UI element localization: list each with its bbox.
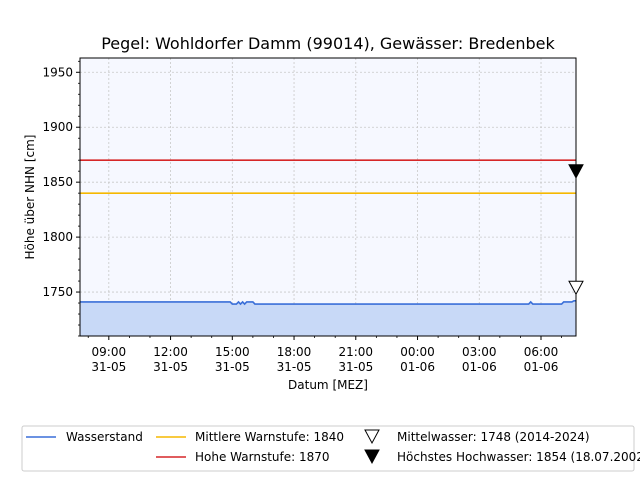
x-tick-time: 18:00 (277, 345, 312, 359)
y-axis-label: Höhe über NHN [cm] (23, 135, 37, 260)
x-tick-date: 31-05 (153, 360, 188, 374)
y-tick-label: 1900 (42, 120, 73, 134)
series-area-wasserstand (80, 300, 576, 336)
y-tick-label: 1750 (42, 285, 73, 299)
reference-lines (80, 159, 576, 194)
x-tick-date: 01-06 (524, 360, 559, 374)
y-axis: 1750 1800 1850 1900 1950 (42, 60, 80, 337)
marker-mittelwasser (568, 280, 584, 296)
marker-hoechstes-hochwasser (568, 164, 584, 179)
x-axis: 09:0031-0512:0031-0515:0031-0518:0031-05… (87, 336, 562, 374)
plot-frame (79, 57, 577, 337)
x-tick-date: 31-05 (91, 360, 126, 374)
y-tick-label: 1850 (42, 175, 73, 189)
legend-label-wasserstand: Wasserstand (66, 430, 143, 444)
y-tick-label: 1800 (42, 230, 73, 244)
x-tick-time: 15:00 (215, 345, 250, 359)
legend-label-hohe-warnstufe: Hohe Warnstufe: 1870 (195, 450, 330, 464)
x-axis-label: Datum [MEZ] (288, 378, 368, 392)
x-tick-date: 01-06 (462, 360, 497, 374)
x-tick-time: 21:00 (338, 345, 373, 359)
x-tick-time: 00:00 (400, 345, 435, 359)
chart-title: Pegel: Wohldorfer Damm (99014), Gewässer… (101, 34, 555, 53)
x-tick-time: 03:00 (462, 345, 497, 359)
legend: Wasserstand Mittlere Warnstufe: 1840 Hoh… (21, 425, 640, 472)
x-tick-time: 06:00 (524, 345, 559, 359)
x-tick-date: 31-05 (215, 360, 250, 374)
legend-label-mittlere-warnstufe: Mittlere Warnstufe: 1840 (195, 430, 344, 444)
legend-filled-triangle-icon (364, 449, 380, 465)
legend-open-triangle-icon (364, 429, 380, 445)
y-tick-label: 1950 (42, 65, 73, 79)
series-line-wasserstand (80, 299, 576, 306)
legend-label-mittelwasser: Mittelwasser: 1748 (2014-2024) (397, 430, 590, 444)
x-tick-date: 31-05 (277, 360, 312, 374)
series-layer (80, 299, 576, 336)
marker-layer (568, 164, 584, 296)
x-tick-date: 01-06 (400, 360, 435, 374)
x-tick-time: 12:00 (153, 345, 188, 359)
x-tick-date: 31-05 (338, 360, 373, 374)
legend-label-hoechstes-hochwasser: Höchstes Hochwasser: 1854 (18.07.2002) (397, 450, 640, 464)
grid-lines (80, 58, 576, 336)
x-tick-time: 09:00 (92, 345, 127, 359)
plot-area (80, 58, 576, 336)
